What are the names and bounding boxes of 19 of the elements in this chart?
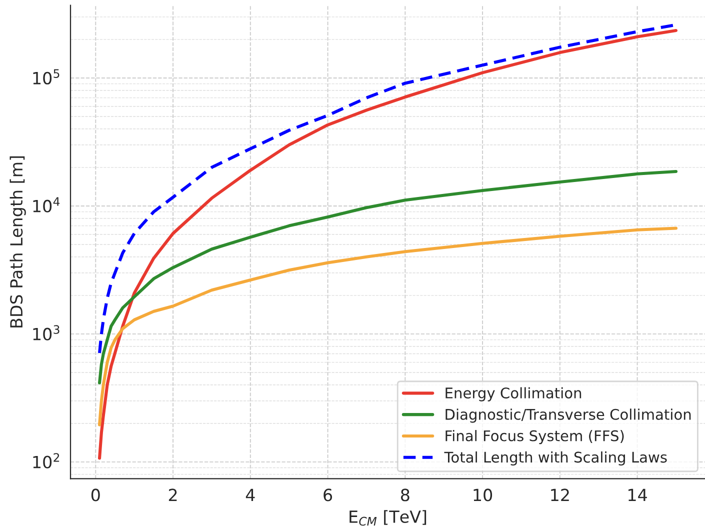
legend-label: Final Focus System (FFS) bbox=[446, 430, 624, 444]
x-axis-title: E$_{CM}$ [TeV] bbox=[350, 510, 426, 526]
y-tick-label: 10$^{2}$ bbox=[33, 453, 60, 468]
legend-label: Diagnostic/Transverse Collimation bbox=[446, 408, 691, 423]
x-tick-label: 8 bbox=[400, 488, 410, 502]
y-axis-title: BDS Path Length [m] bbox=[10, 156, 26, 328]
y-tick-label: 10$^{5}$ bbox=[33, 69, 60, 84]
x-tick-label: 10 bbox=[474, 488, 492, 502]
line-series bbox=[98, 170, 678, 384]
x-tick-label: 2 bbox=[168, 488, 177, 502]
x-tick-label: 6 bbox=[324, 488, 332, 502]
legend-label: Total Length with Scaling Laws bbox=[444, 451, 667, 466]
legend-label: Energy Collimation bbox=[446, 387, 582, 402]
x-tick-label: 12 bbox=[551, 488, 569, 502]
x-tick-label: 4 bbox=[246, 488, 255, 502]
y-tick-label: 10$^{3}$ bbox=[33, 325, 60, 340]
x-tick-label: 14 bbox=[628, 488, 647, 502]
y-tick-label: 10$^{4}$ bbox=[33, 197, 60, 212]
x-tick-label: 0 bbox=[91, 488, 100, 502]
